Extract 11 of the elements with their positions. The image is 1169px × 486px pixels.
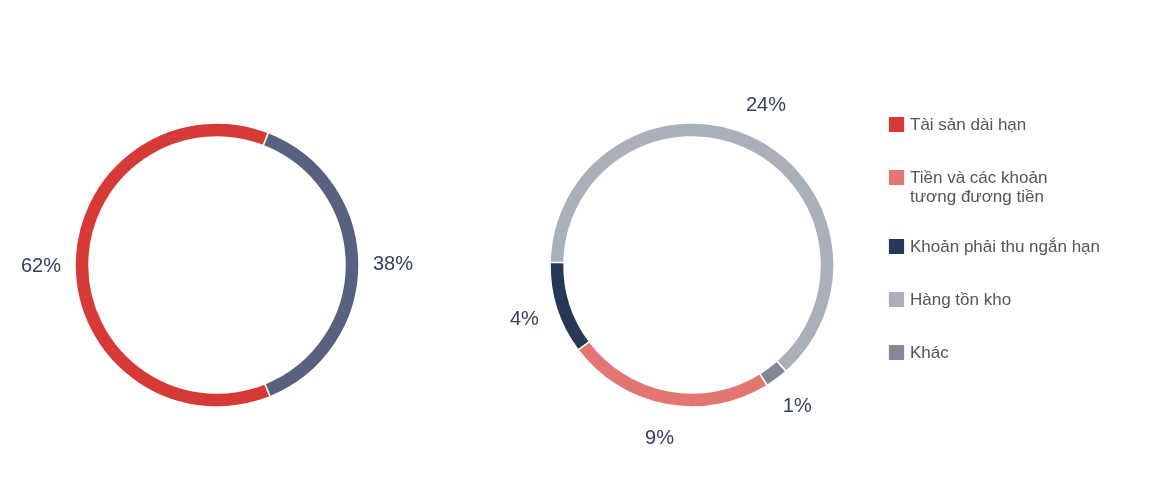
data-label: 9% [645, 425, 675, 448]
legend-label: Tài sản dài hạn [910, 114, 1027, 134]
data-label: 1% [782, 394, 812, 417]
data-label: 62% [20, 254, 62, 277]
data-label: 38% [372, 251, 414, 274]
data-label: 4% [509, 306, 540, 329]
legend-label: Khoản phải thu ngắn hạn [910, 236, 1101, 256]
legend-label: Hàng tồn kho [910, 289, 1012, 309]
legend-label: Khác [910, 342, 950, 362]
legend-label: Tiền và các khoản tương đương tiền [910, 167, 1048, 206]
data-label: 24% [745, 93, 787, 116]
